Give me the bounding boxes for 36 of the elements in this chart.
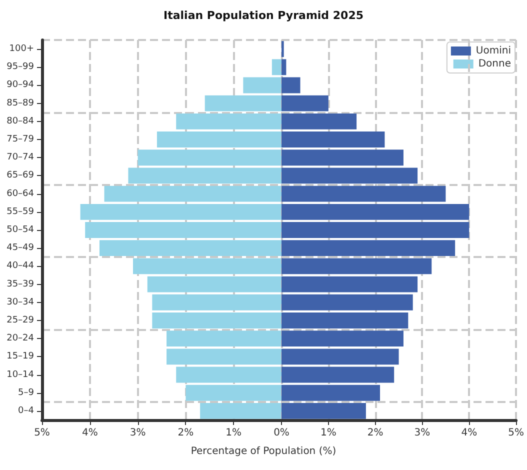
x-axis-title: Percentage of Population (%): [190, 446, 338, 457]
y-tick-label: 100+: [9, 44, 34, 54]
y-tick-label: 80–84: [6, 116, 34, 126]
x-tick-label: 5%: [34, 428, 50, 438]
y-tick-label: 45–49: [6, 243, 34, 254]
y-tick-label: 25–29: [6, 315, 34, 326]
x-tick-label: 4%: [461, 428, 478, 438]
y-tick-label: 90–94: [6, 80, 34, 90]
chart-title: Italian Population Pyramid 2025: [162, 9, 364, 22]
y-tick-label: 35–39: [6, 279, 34, 290]
x-tick-label: 4%: [82, 428, 98, 438]
y-tick-label: 75–79: [6, 134, 34, 145]
y-tick-label: 60–64: [6, 188, 34, 199]
y-tick-label: 50–54: [6, 225, 34, 235]
y-tick-label: 40–44: [6, 261, 34, 272]
y-tick-label: 30–34: [6, 297, 34, 308]
y-tick-label: 55–59: [6, 206, 34, 217]
x-tick-label: 2%: [178, 428, 194, 438]
y-tick-label: 15–19: [6, 352, 34, 362]
y-tick-label: 10–14: [6, 370, 34, 380]
legend-label: Donne: [478, 58, 512, 70]
y-tick-label: 95–99: [6, 62, 34, 72]
x-tick-label: 5%: [508, 428, 524, 438]
legend-label: Uomini: [476, 46, 512, 56]
y-tick-label: 70–74: [6, 152, 34, 163]
x-tick-label: 1%: [226, 428, 242, 438]
x-tick-label: 1%: [320, 428, 336, 438]
y-tick-label: 20–24: [6, 334, 34, 344]
x-tick-label: 3%: [414, 428, 430, 438]
y-tick-label: 85–89: [6, 98, 34, 108]
x-tick-label: 2%: [367, 428, 384, 438]
y-tick-label: 0–4: [18, 406, 34, 416]
x-tick-label: 3%: [130, 428, 146, 438]
y-tick-label: 65–69: [6, 170, 34, 181]
y-tick-label: 5–9: [18, 388, 34, 398]
x-tick-label: 0%: [274, 428, 290, 438]
